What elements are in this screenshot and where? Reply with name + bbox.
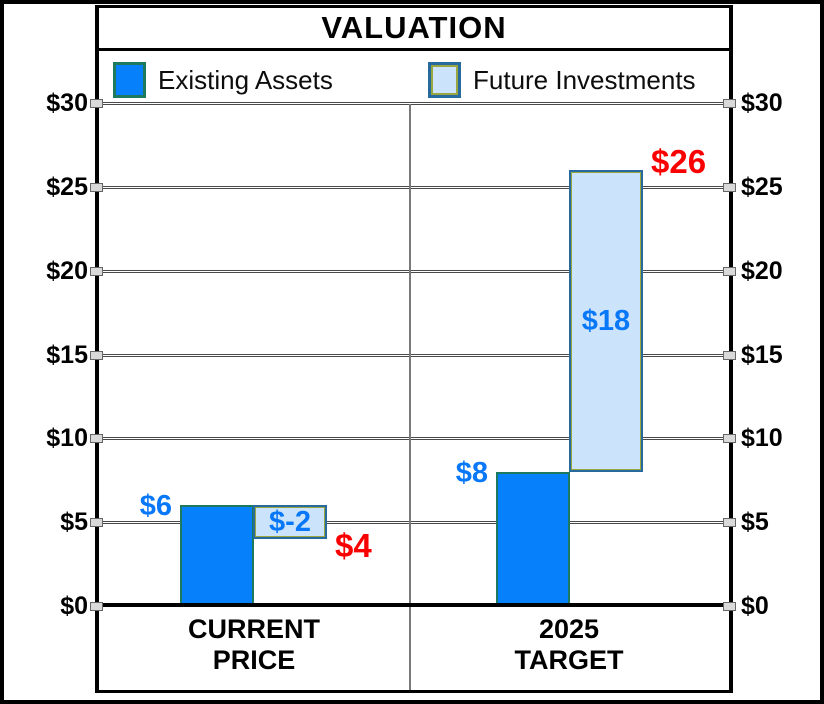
axis-tick-right [723,183,736,192]
legend-label-future-investments: Future Investments [473,65,696,95]
y-axis-label-left: $15 [46,341,88,369]
title-separator [95,48,733,51]
y-axis-label-left: $0 [60,592,88,620]
bar-future-investments-1 [569,170,643,472]
axis-tick-right [723,267,736,276]
chart-title: VALUATION [321,10,507,45]
axis-tick-left [90,434,103,443]
y-axis-label-right: $5 [741,508,769,536]
legend-item-existing-assets: Existing Assets [113,62,333,98]
total-label: $26 [651,143,707,180]
y-axis-label-right: $25 [741,173,783,201]
category-label: 2025 TARGET [409,614,729,676]
legend-swatch-existing-assets-icon [113,62,146,98]
y-axis-label-left: $30 [46,89,88,117]
y-axis-label-left: $25 [46,173,88,201]
zero-baseline [95,603,733,607]
plot-border-bottom [95,690,733,693]
axis-tick-left [90,518,103,527]
axis-tick-right [723,351,736,360]
legend-swatch-future-investments-icon [428,62,461,98]
y-axis-label-right: $20 [741,257,783,285]
value-label: $18 [581,305,631,337]
axis-tick-right [723,602,736,611]
gridline-10 [99,437,729,440]
plot-border-right [729,5,733,693]
bar-future-investments-0 [253,505,327,539]
gridline-20 [99,270,729,273]
y-axis-label-right: $15 [741,341,783,369]
plot-border-left [95,5,99,693]
value-label: $8 [455,457,488,489]
value-label: $-2 [269,506,311,538]
gridline-5 [99,521,729,524]
y-axis-label-right: $30 [741,89,783,117]
axis-tick-left [90,351,103,360]
legend-item-future-investments: Future Investments [428,62,696,98]
bar-existing-assets-1 [496,472,570,606]
axis-tick-left [90,99,103,108]
category-label-line: CURRENT [188,614,320,644]
axis-tick-right [723,518,736,527]
y-axis-label-right: $10 [741,424,783,452]
axis-tick-right [723,434,736,443]
category-label-line: PRICE [212,645,296,675]
value-label: $6 [139,490,172,522]
plot-border-top [95,5,733,8]
gridline-25 [99,186,729,189]
y-axis-label-left: $20 [46,257,88,285]
total-label: $4 [335,527,372,564]
axis-tick-left [90,267,103,276]
category-label: CURRENT PRICE [99,614,409,676]
legend-label-existing-assets: Existing Assets [158,65,333,95]
category-divider [409,104,411,690]
y-axis-label-left: $5 [60,508,88,536]
gridline-15 [99,354,729,357]
gridline-30 [99,102,729,105]
category-label-line: 2025 [538,614,600,644]
bar-existing-assets-0 [180,505,254,606]
category-label-line: TARGET [514,645,624,675]
axis-tick-left [90,602,103,611]
y-axis-label-right: $0 [741,592,769,620]
axis-tick-left [90,183,103,192]
axis-tick-right [723,99,736,108]
y-axis-label-left: $10 [46,424,88,452]
